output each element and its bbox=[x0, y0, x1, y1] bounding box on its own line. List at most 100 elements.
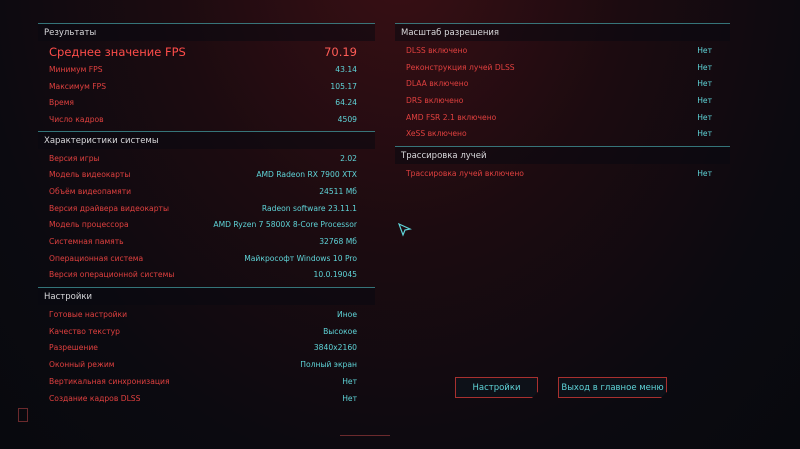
stat-label: AMD FSR 2.1 включено bbox=[406, 112, 497, 122]
results-section: Результаты Среднее значение FPS 70.19 Мини… bbox=[38, 23, 375, 128]
stat-row: Операционная система Майкрософт Windows 1… bbox=[38, 250, 375, 267]
stat-value: Radeon software 23.11.1 bbox=[261, 203, 357, 213]
divider bbox=[38, 287, 375, 289]
stat-value: 3840x2160 bbox=[313, 343, 357, 353]
stat-value: Нет bbox=[697, 168, 712, 178]
raytracing-section: Трассировка лучей Трассировка лучей вклю… bbox=[395, 146, 730, 182]
stat-row: Среднее значение FPS 70.19 bbox=[38, 42, 375, 61]
stat-value: Майкрософт Windows 10 Pro bbox=[244, 253, 357, 263]
stat-value: 105.17 bbox=[330, 81, 357, 91]
stat-row: Минимум FPS 43.14 bbox=[38, 61, 375, 78]
divider bbox=[395, 23, 730, 24]
stat-value: 43.14 bbox=[335, 64, 357, 74]
stat-value: Нет bbox=[697, 112, 712, 122]
section-header: Масштаб разрешения bbox=[395, 24, 730, 41]
stat-value: Нет bbox=[697, 79, 712, 89]
stat-row: DLAA включено Нет bbox=[395, 75, 730, 92]
stat-value: 4509 bbox=[337, 114, 357, 124]
left-panel: Результаты Среднее значение FPS 70.19 Мини… bbox=[38, 23, 375, 406]
system-section: Характеристики системы Версия игры 2.02 Мо… bbox=[38, 130, 375, 284]
exit-to-main-menu-button[interactable]: Выход в главное меню bbox=[558, 377, 667, 398]
stat-value: Нет bbox=[342, 376, 357, 386]
stat-value: 70.19 bbox=[324, 44, 357, 59]
stat-row: Модель процессора AMD Ryzen 7 5800X 8-Cor… bbox=[38, 217, 375, 234]
stat-row: Реконструкция лучей DLSS Нет bbox=[395, 59, 730, 76]
stat-row: Создание кадров DLSS Нет bbox=[38, 390, 375, 407]
stat-value: Полный экран bbox=[300, 360, 357, 370]
decorative-marker bbox=[340, 435, 390, 436]
stat-row: Число кадров 4509 bbox=[38, 111, 375, 128]
divider bbox=[38, 23, 375, 24]
stat-label: Операционная система bbox=[49, 253, 144, 263]
stat-label: Оконный режим bbox=[49, 360, 115, 370]
section-header: Характеристики системы bbox=[38, 131, 375, 149]
stat-label: Готовые настройки bbox=[49, 310, 128, 320]
stat-label: Трассировка лучей включено bbox=[406, 168, 524, 178]
stat-row: Системная память 32768 Мб bbox=[38, 233, 375, 250]
stat-value: Нет bbox=[697, 45, 712, 55]
section-header: Трассировка лучей bbox=[395, 147, 730, 165]
stat-row: Модель видеокарты AMD Radeon RX 7900 XTX bbox=[38, 166, 375, 183]
mouse-cursor-icon bbox=[398, 223, 412, 237]
stat-label: Реконструкция лучей DLSS bbox=[406, 62, 515, 72]
stat-value: AMD Ryzen 7 5800X 8-Core Processor bbox=[213, 220, 357, 230]
stat-value: 32768 Мб bbox=[319, 237, 357, 247]
right-panel: Масштаб разрешения DLSS включено Нет Рекон… bbox=[395, 23, 730, 182]
stat-label: Вертикальная синхронизация bbox=[49, 376, 170, 386]
section-header: Результаты bbox=[38, 24, 375, 41]
stat-label: Версия драйвера видеокарты bbox=[49, 203, 169, 213]
settings-button[interactable]: Настройки bbox=[455, 377, 538, 398]
stat-row: Готовые настройки Иное bbox=[38, 306, 375, 323]
scaling-section: Масштаб разрешения DLSS включено Нет Рекон… bbox=[395, 23, 730, 142]
stat-label: Число кадров bbox=[49, 114, 104, 124]
stat-value: AMD Radeon RX 7900 XTX bbox=[256, 170, 357, 180]
stat-value: Нет bbox=[697, 95, 712, 105]
section-header: Настройки bbox=[38, 288, 375, 306]
stat-row: XeSS включено Нет bbox=[395, 125, 730, 142]
stat-row: Трассировка лучей включено Нет bbox=[395, 165, 730, 182]
stat-value: Нет bbox=[342, 393, 357, 403]
settings-section: Настройки Готовые настройки Иное Качество … bbox=[38, 287, 375, 406]
stat-row: AMD FSR 2.1 включено Нет bbox=[395, 109, 730, 126]
stat-value: 10.0.19045 bbox=[313, 270, 357, 280]
stat-row: Время 64.24 bbox=[38, 94, 375, 111]
stat-label: DLAA включено bbox=[406, 79, 469, 89]
stat-label: DRS включено bbox=[406, 95, 464, 105]
stat-label: Качество текстур bbox=[49, 326, 120, 336]
stat-row: Объём видеопамяти 24511 Мб bbox=[38, 183, 375, 200]
stat-row: Вертикальная синхронизация Нет bbox=[38, 373, 375, 390]
stat-value: 64.24 bbox=[335, 98, 357, 108]
stat-row: Разрешение 3840x2160 bbox=[38, 340, 375, 357]
stat-row: Версия операционной системы 10.0.19045 bbox=[38, 267, 375, 284]
stat-value: Иное bbox=[337, 310, 357, 320]
stat-value: Нет bbox=[697, 129, 712, 139]
stat-label: Модель процессора bbox=[49, 220, 129, 230]
divider bbox=[395, 146, 730, 148]
stat-label: XeSS включено bbox=[406, 129, 467, 139]
stat-row: Версия игры 2.02 bbox=[38, 150, 375, 167]
stat-value: Высокое bbox=[323, 326, 357, 336]
stat-label: Среднее значение FPS bbox=[49, 44, 186, 59]
stat-row: Максимум FPS 105.17 bbox=[38, 78, 375, 95]
stat-label: Максимум FPS bbox=[49, 81, 107, 91]
stat-label: Время bbox=[49, 98, 74, 108]
stat-label: Системная память bbox=[49, 237, 124, 247]
stat-label: Разрешение bbox=[49, 343, 98, 353]
stat-value: 24511 Мб bbox=[319, 186, 357, 196]
stat-label: DLSS включено bbox=[406, 45, 468, 55]
stat-value: Нет bbox=[697, 62, 712, 72]
stat-row: Версия драйвера видеокарты Radeon softwar… bbox=[38, 200, 375, 217]
stat-value: 2.02 bbox=[340, 153, 357, 163]
stat-row: Качество текстур Высокое bbox=[38, 323, 375, 340]
stat-row: Оконный режим Полный экран bbox=[38, 356, 375, 373]
stat-label: Создание кадров DLSS bbox=[49, 393, 141, 403]
stat-row: DLSS включено Нет bbox=[395, 42, 730, 59]
stat-label: Версия операционной системы bbox=[49, 270, 175, 280]
stat-label: Минимум FPS bbox=[49, 64, 103, 74]
stat-row: DRS включено Нет bbox=[395, 92, 730, 109]
stat-label: Модель видеокарты bbox=[49, 170, 131, 180]
stat-label: Объём видеопамяти bbox=[49, 186, 132, 196]
divider bbox=[38, 130, 375, 132]
decorative-marker bbox=[18, 408, 28, 422]
stat-label: Версия игры bbox=[49, 153, 100, 163]
